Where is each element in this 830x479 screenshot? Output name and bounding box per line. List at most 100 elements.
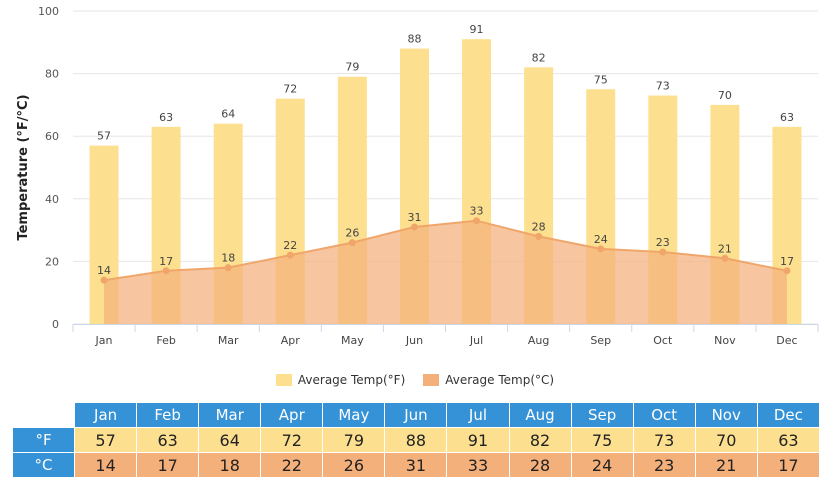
month-header: Apr: [260, 402, 324, 428]
table-cell-f: 91: [446, 427, 510, 453]
month-header: Aug: [508, 402, 572, 428]
x-tick-label: Aug: [528, 334, 549, 347]
data-label-fahrenheit: 88: [407, 33, 421, 46]
table-cell-c: 26: [322, 452, 386, 478]
table-cell-c: 24: [570, 452, 634, 478]
legend-item-fahrenheit[interactable]: Average Temp(°F): [275, 373, 406, 387]
data-label-fahrenheit: 64: [221, 108, 235, 121]
month-header: Nov: [694, 402, 758, 428]
temperature-table: Jan Feb Mar Apr May Jun Jul Aug Sep Oct …: [11, 402, 821, 478]
data-label-fahrenheit: 63: [159, 111, 173, 124]
table-cell-f: 63: [136, 427, 200, 453]
area-celsius: [104, 220, 787, 324]
x-tick-label: May: [341, 334, 364, 347]
line-celsius: [103, 219, 788, 282]
table-cell-c: 33: [446, 452, 510, 478]
x-tick-label: Jun: [405, 334, 423, 347]
data-label-celsius: 17: [780, 255, 794, 268]
point-celsius: [783, 267, 791, 275]
month-header: Mar: [198, 402, 262, 428]
data-label-fahrenheit: 91: [470, 23, 484, 36]
data-label-celsius: 31: [407, 211, 421, 224]
legend-label-fahrenheit: Average Temp(°F): [297, 373, 406, 387]
table-cell-f: 72: [260, 427, 324, 453]
x-tick-label: Sep: [590, 334, 611, 347]
table-cell-f: 73: [632, 427, 696, 453]
table-cell-f: 79: [322, 427, 386, 453]
x-tick-label: Mar: [218, 334, 239, 347]
table-corner: [11, 402, 76, 428]
point-celsius: [473, 217, 481, 225]
y-tick-label: 100: [38, 5, 59, 18]
x-tick-label: Apr: [281, 334, 301, 347]
x-tick-label: Feb: [156, 334, 175, 347]
y-tick-label: 80: [45, 68, 59, 81]
table-cell-c: 14: [74, 452, 138, 478]
month-header: May: [322, 402, 386, 428]
table-cell-c: 17: [136, 452, 200, 478]
data-label-celsius: 21: [718, 242, 732, 255]
data-label-celsius: 22: [283, 239, 297, 252]
legend-swatch-celsius: [423, 374, 440, 386]
chart-legend: Average Temp(°F) Average Temp(°C): [0, 372, 830, 388]
data-label-fahrenheit: 75: [594, 73, 608, 86]
data-label-fahrenheit: 72: [283, 83, 297, 96]
table-cell-f: 88: [384, 427, 448, 453]
point-celsius: [348, 239, 356, 247]
month-header: Jul: [446, 402, 510, 428]
data-label-fahrenheit: 79: [345, 61, 359, 74]
data-label-celsius: 18: [221, 252, 235, 265]
table-cell-c: 18: [198, 452, 262, 478]
point-celsius: [224, 264, 232, 272]
table-cell-f: 70: [694, 427, 758, 453]
data-label-fahrenheit: 73: [656, 80, 670, 93]
data-label-fahrenheit: 70: [718, 89, 732, 102]
y-tick-label: 20: [45, 255, 59, 268]
table-cell-f: 64: [198, 427, 262, 453]
table-cell-c: 22: [260, 452, 324, 478]
data-label-celsius: 14: [97, 264, 111, 277]
point-celsius: [100, 276, 108, 284]
table-cell-f: 57: [74, 427, 138, 453]
temperature-chart: 0 20 40 60 80 100 Temperature (°F/°C) 57 63 64 72 7…: [16, 5, 819, 347]
table-cell-f: 75: [570, 427, 634, 453]
month-header: Jan: [74, 402, 138, 428]
row-label-fahrenheit: °F: [11, 427, 76, 453]
table-row-celsius: °C 14 17 18 22 26 31 33 28 24 23 21 17: [11, 452, 821, 478]
data-label-celsius: 24: [594, 233, 608, 246]
x-tick-label: Nov: [714, 334, 736, 347]
data-label-celsius: 33: [470, 205, 484, 218]
point-celsius: [535, 232, 543, 240]
legend-item-celsius[interactable]: Average Temp(°C): [423, 373, 554, 387]
data-label-fahrenheit: 57: [97, 130, 111, 143]
month-header: Oct: [632, 402, 696, 428]
y-tick-label: 0: [52, 318, 59, 331]
data-label-celsius: 17: [159, 255, 173, 268]
data-label-celsius: 28: [532, 220, 546, 233]
table-cell-c: 31: [384, 452, 448, 478]
data-label-fahrenheit: 63: [780, 111, 794, 124]
data-label-fahrenheit: 82: [532, 51, 546, 64]
point-celsius: [286, 251, 294, 259]
x-tick-label: Jul: [469, 334, 483, 347]
legend-swatch-fahrenheit: [275, 374, 292, 386]
month-header: Dec: [756, 402, 821, 428]
x-tick-label: Jan: [95, 334, 113, 347]
table-cell-f: 82: [508, 427, 572, 453]
data-label-celsius: 26: [345, 227, 359, 240]
point-celsius: [410, 223, 418, 231]
point-celsius: [659, 248, 667, 256]
y-tick-label: 60: [45, 130, 59, 143]
table-cell-c: 28: [508, 452, 572, 478]
y-tick-label: 40: [45, 193, 59, 206]
point-celsius: [597, 245, 605, 253]
month-header: Feb: [136, 402, 200, 428]
month-header: Jun: [384, 402, 448, 428]
row-label-celsius: °C: [11, 452, 76, 478]
table-cell-c: 17: [756, 452, 821, 478]
x-tick-label: Dec: [776, 334, 797, 347]
table-header-row: Jan Feb Mar Apr May Jun Jul Aug Sep Oct …: [11, 402, 821, 428]
chart-svg: 0 20 40 60 80 100 Temperature (°F/°C) 57 63 64 72 7…: [16, 5, 819, 347]
table-cell-f: 63: [756, 427, 821, 453]
legend-label-celsius: Average Temp(°C): [445, 373, 555, 387]
